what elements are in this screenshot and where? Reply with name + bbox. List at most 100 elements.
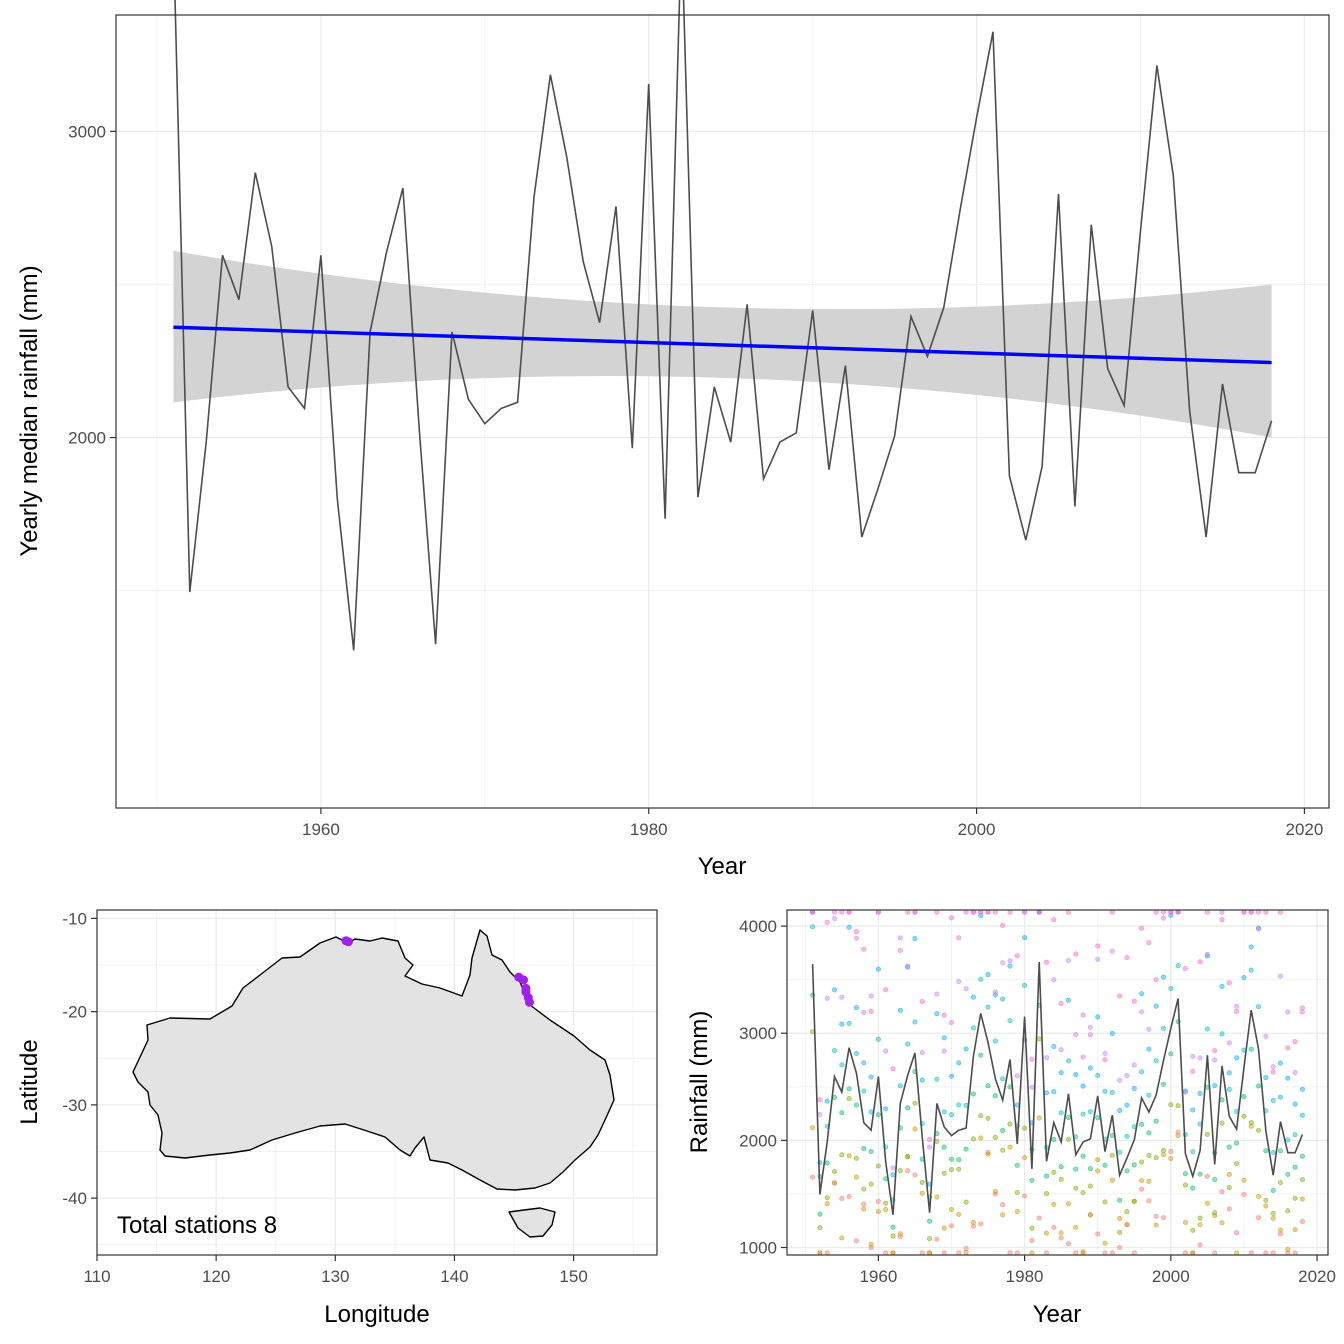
station-rainfall-point	[1000, 1202, 1006, 1208]
station-rainfall-point	[824, 919, 830, 925]
station-rainfall-point	[1219, 1097, 1225, 1103]
station-rainfall-point	[1087, 1166, 1093, 1172]
station-rainfall-point	[1292, 1195, 1298, 1201]
station-rainfall-point	[1095, 943, 1101, 949]
station-rainfall-point	[839, 1062, 845, 1068]
station-rainfall-point	[956, 1102, 962, 1108]
station-rainfall-point	[1292, 1069, 1298, 1075]
station-rainfall-point	[861, 1201, 867, 1207]
station-rainfall-point	[912, 1019, 918, 1025]
station-rainfall-point	[1095, 956, 1101, 962]
station-rainfall-point	[1270, 1150, 1276, 1156]
station-rainfall-point	[1036, 1115, 1042, 1121]
station-rainfall-point	[941, 1250, 947, 1256]
station-rainfall-point	[948, 1223, 954, 1229]
station-rainfall-point	[1146, 1026, 1152, 1032]
map-chart: 110 120 130 140 150 -10 -20 -30 -40 Total statio…	[16, 909, 658, 1328]
station-rainfall-point	[1131, 1062, 1137, 1068]
top-x-tick-label: 2000	[958, 820, 996, 839]
station-rainfall-point	[853, 1005, 859, 1011]
station-rainfall-point	[1065, 1058, 1071, 1064]
station-rainfall-point	[1285, 1009, 1291, 1015]
station-rainfall-point	[1102, 1199, 1108, 1205]
station-rainfall-point	[817, 1250, 823, 1256]
station-rainfall-point	[992, 1093, 998, 1099]
top-x-tick-label: 1980	[630, 820, 668, 839]
station-rainfall-point	[963, 1246, 969, 1252]
station-rainfall-point	[1102, 1088, 1108, 1094]
station-rainfall-point	[1044, 1173, 1050, 1179]
station-rainfall-point	[1153, 1222, 1159, 1228]
station-rainfall-point	[1000, 1128, 1006, 1134]
station-rainfall-point	[1212, 1210, 1218, 1216]
map-x-axis-title: Longitude	[324, 1301, 429, 1328]
station-rainfall-point	[1256, 1004, 1262, 1010]
station-rainfall-point	[1007, 1250, 1013, 1256]
station-rainfall-point	[1095, 1168, 1101, 1174]
station-rainfall-point	[1182, 1250, 1188, 1256]
station-rainfall-point	[919, 999, 925, 1005]
station-rainfall-point	[963, 1046, 969, 1052]
station-rainfall-point	[1044, 959, 1050, 965]
station-rainfall-point	[868, 993, 874, 999]
station-rainfall-point	[1065, 957, 1071, 963]
station-rainfall-point	[956, 1250, 962, 1256]
station-rainfall-point	[1299, 1005, 1305, 1011]
station-rainfall-point	[1234, 1230, 1240, 1236]
station-rainfall-point	[1051, 1089, 1057, 1095]
station-rainfall-point	[1299, 1086, 1305, 1092]
station-rainfall-point	[1190, 1185, 1196, 1191]
station-rainfall-point	[1263, 1197, 1269, 1203]
map-ticks: 110 120 130 140 150 -10 -20 -30 -40	[62, 909, 587, 1286]
top-y-tick-label: 2000	[68, 429, 106, 448]
station-rainfall-point	[970, 994, 976, 1000]
station-rainfall-point	[1226, 1070, 1232, 1076]
station-rainfall-point	[1109, 1177, 1115, 1183]
station-rainfall-point	[1161, 1152, 1167, 1158]
station-rainfall-point	[1014, 953, 1020, 959]
station-rainfall-point	[1080, 1083, 1086, 1089]
stations-x-tick-label: 1960	[859, 1267, 897, 1286]
station-rainfall-point	[1226, 1185, 1232, 1191]
station-rainfall-point	[1285, 1246, 1291, 1252]
stations-x-tick-label: 2000	[1152, 1267, 1190, 1286]
station-rainfall-point	[1256, 1215, 1262, 1221]
station-rainfall-point	[1204, 1173, 1210, 1179]
station-rainfall-point	[1124, 1222, 1130, 1228]
station-rainfall-point	[1219, 1031, 1225, 1037]
station-rainfall-point	[1087, 1183, 1093, 1189]
station-rainfall-point	[897, 935, 903, 941]
station-rainfall-point	[1117, 1229, 1123, 1235]
station-rainfall-point	[890, 1250, 896, 1256]
station-rainfall-point	[1153, 1118, 1159, 1124]
station-rainfall-point	[956, 1157, 962, 1163]
station-rainfall-point	[846, 1096, 852, 1102]
station-rainfall-point	[1204, 953, 1210, 959]
station-rainfall-point	[963, 909, 969, 915]
station-rainfall-point	[1139, 925, 1145, 931]
station-rainfall-point	[875, 1036, 881, 1042]
station-rainfall-point	[1161, 909, 1167, 915]
station-rainfall-point	[1241, 1113, 1247, 1119]
stations-x-axis-title: Year	[1033, 1301, 1082, 1328]
station-rainfall-point	[1000, 1147, 1006, 1153]
station-rainfall-point	[1080, 1054, 1086, 1060]
station-rainfall-point	[1073, 1185, 1079, 1191]
station-rainfall-point	[1029, 1084, 1035, 1090]
station-rainfall-point	[1117, 1149, 1123, 1155]
station-rainfall-point	[832, 1180, 838, 1186]
station-rainfall-point	[1197, 1091, 1203, 1097]
station-rainfall-point	[1044, 1191, 1050, 1197]
station-rainfall-point	[948, 1019, 954, 1025]
station-rainfall-point	[1226, 1171, 1232, 1177]
station-rainfall-point	[1182, 1171, 1188, 1177]
station-rainfall-point	[839, 994, 845, 1000]
station-rainfall-point	[956, 1166, 962, 1172]
station-rainfall-point	[1146, 940, 1152, 946]
station-rainfall-point	[1277, 1231, 1283, 1237]
station-rainfall-point	[1095, 1072, 1101, 1078]
station-rainfall-point	[1234, 1003, 1240, 1009]
stations-ticks: 1960 1980 2000 2020 1000 2000 3000 4000	[739, 917, 1336, 1286]
map-y-tick-label: -40	[62, 1189, 87, 1208]
station-rainfall-point	[1212, 1177, 1218, 1183]
